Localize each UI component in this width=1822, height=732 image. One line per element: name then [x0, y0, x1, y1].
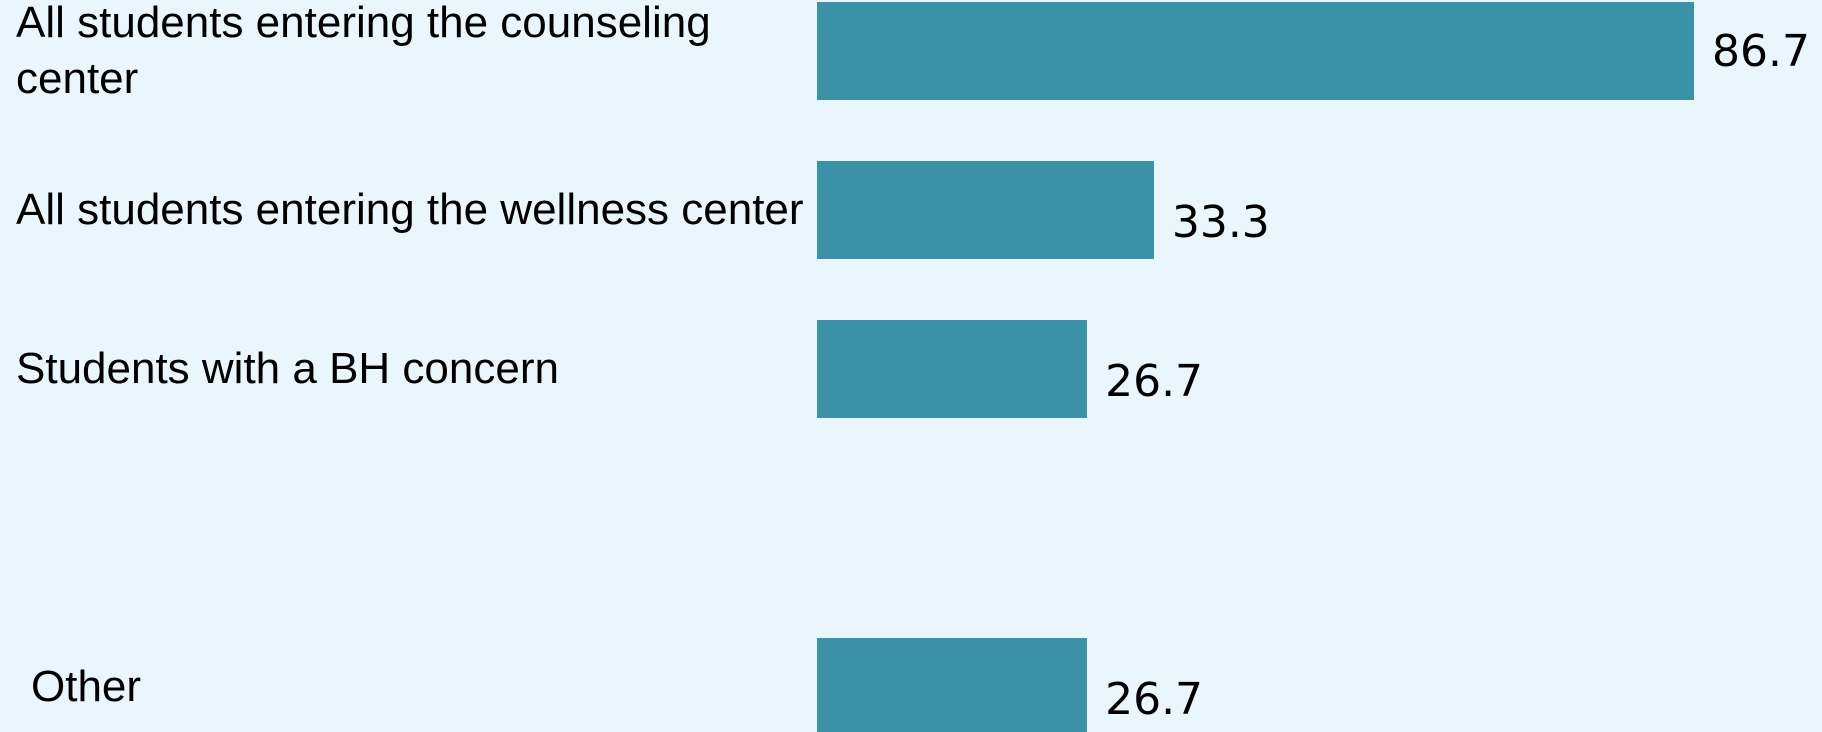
- bar: [817, 161, 1154, 259]
- value-label: 26.7: [1105, 673, 1204, 725]
- bar: [817, 320, 1088, 418]
- bar: [817, 638, 1088, 732]
- category-label: All students entering the counseling cen…: [16, 0, 711, 103]
- category-label: Students with a BH concern: [16, 344, 559, 393]
- value-label: 33.3: [1171, 196, 1270, 248]
- value-label: 86.7: [1712, 25, 1810, 77]
- category-label: All students entering the wellness cente…: [16, 185, 804, 234]
- bar: [817, 2, 1694, 100]
- category-label: Other: [31, 662, 142, 711]
- value-label: 26.7: [1105, 355, 1204, 407]
